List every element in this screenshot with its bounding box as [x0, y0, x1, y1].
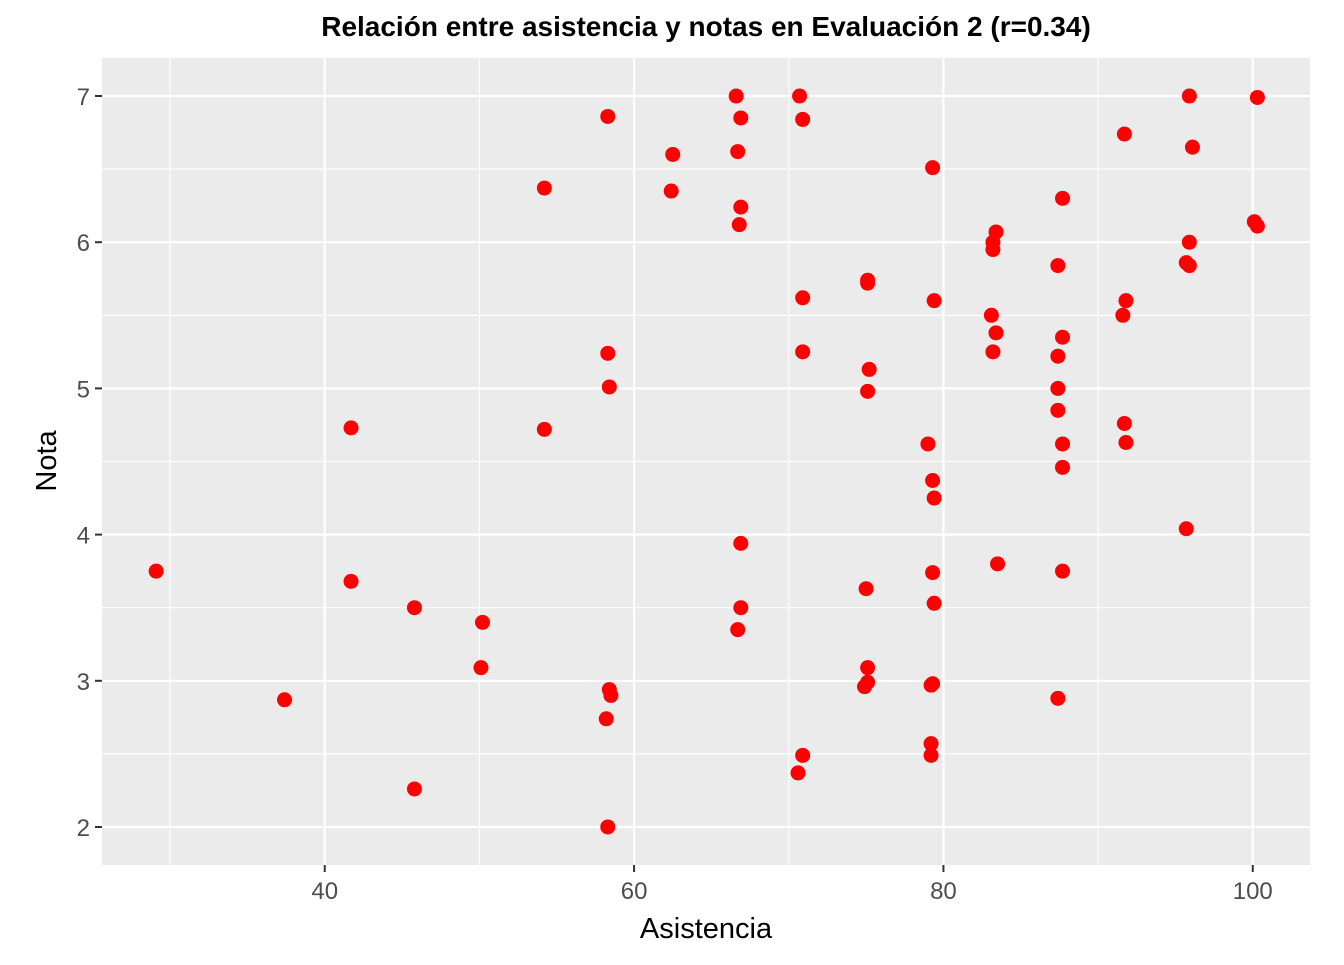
chart-title: Relación entre asistencia y notas en Eva…: [321, 11, 1091, 42]
data-point: [600, 108, 616, 124]
data-point: [733, 535, 749, 551]
data-point: [1055, 329, 1071, 345]
data-point: [792, 88, 808, 104]
y-tick-label: 7: [77, 84, 90, 111]
data-point: [536, 421, 552, 437]
data-points: [148, 88, 1265, 835]
x-axis-label: Asistencia: [640, 913, 773, 945]
data-point: [925, 676, 941, 692]
y-tick-label: 3: [77, 669, 90, 696]
data-point: [536, 180, 552, 196]
y-tick-label: 5: [77, 376, 90, 403]
x-tick-label: 100: [1233, 878, 1273, 905]
data-point: [343, 573, 359, 589]
data-point: [665, 146, 681, 162]
data-point: [926, 490, 942, 506]
data-point: [277, 692, 293, 708]
data-point: [601, 379, 617, 395]
data-point: [148, 563, 164, 579]
data-point: [733, 110, 749, 126]
data-point: [473, 660, 489, 676]
y-axis-label: Nota: [31, 430, 63, 492]
data-point: [598, 711, 614, 727]
data-point: [985, 242, 1001, 258]
data-point: [1055, 563, 1071, 579]
data-point: [923, 736, 939, 752]
data-point: [600, 345, 616, 361]
data-point: [983, 307, 999, 323]
data-point: [985, 344, 1001, 360]
data-point: [926, 293, 942, 309]
data-point: [731, 217, 747, 233]
y-tick-label: 2: [77, 815, 90, 842]
x-tick-label: 60: [621, 878, 648, 905]
data-point: [1055, 190, 1071, 206]
data-point: [1055, 436, 1071, 452]
data-point: [926, 595, 942, 611]
data-point: [860, 275, 876, 291]
data-point: [1249, 218, 1265, 234]
data-point: [600, 819, 616, 835]
data-point: [860, 383, 876, 399]
data-point: [923, 747, 939, 763]
x-tick-label: 40: [311, 878, 338, 905]
data-point: [857, 679, 873, 695]
grid-lines: [102, 58, 1310, 865]
data-point: [990, 556, 1006, 572]
data-point: [1116, 415, 1132, 431]
x-axis: 40 60 80 100: [311, 865, 1273, 905]
data-point: [1055, 459, 1071, 475]
data-point: [1050, 380, 1066, 396]
data-point: [1050, 402, 1066, 418]
y-tick-label: 6: [77, 230, 90, 257]
data-point: [343, 420, 359, 436]
data-point: [1181, 88, 1197, 104]
data-point: [406, 600, 422, 616]
y-axis: 2 3 4 5 6 7: [77, 84, 102, 842]
data-point: [603, 687, 619, 703]
data-point: [1181, 234, 1197, 250]
data-point: [733, 600, 749, 616]
data-point: [1115, 307, 1131, 323]
y-tick-label: 4: [77, 523, 90, 550]
data-point: [925, 565, 941, 581]
data-point: [663, 183, 679, 199]
data-point: [925, 160, 941, 176]
data-point: [795, 290, 811, 306]
data-point: [1116, 126, 1132, 142]
data-point: [861, 361, 877, 377]
data-point: [728, 88, 744, 104]
data-point: [858, 581, 874, 597]
data-point: [920, 436, 936, 452]
data-point: [474, 614, 490, 630]
data-point: [1184, 139, 1200, 155]
data-point: [790, 765, 806, 781]
data-point: [795, 344, 811, 360]
data-point: [1118, 293, 1134, 309]
data-point: [1050, 690, 1066, 706]
data-point: [1178, 521, 1194, 537]
data-point: [1249, 89, 1265, 105]
data-point: [1050, 348, 1066, 364]
data-point: [1118, 434, 1134, 450]
data-point: [795, 747, 811, 763]
data-point: [1181, 258, 1197, 274]
data-point: [1050, 258, 1066, 274]
x-tick-label: 80: [930, 878, 957, 905]
data-point: [733, 199, 749, 215]
data-point: [795, 111, 811, 127]
data-point: [730, 622, 746, 638]
data-point: [730, 144, 746, 160]
data-point: [988, 325, 1004, 341]
data-point: [860, 660, 876, 676]
data-point: [406, 781, 422, 797]
data-point: [925, 473, 941, 489]
